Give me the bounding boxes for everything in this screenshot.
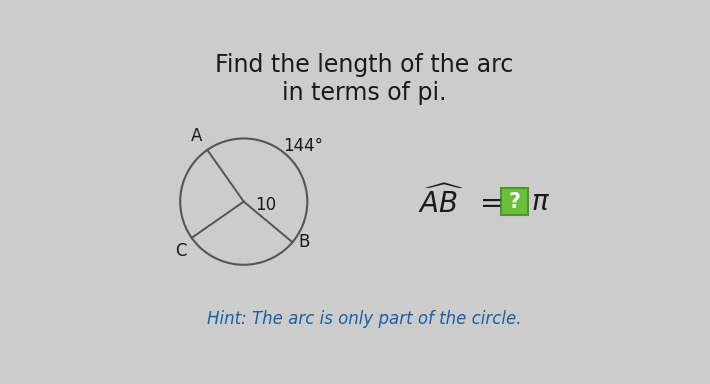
Text: B: B <box>299 233 310 251</box>
Text: $=$: $=$ <box>474 188 502 216</box>
Text: Find the length of the arc: Find the length of the arc <box>214 53 513 77</box>
Text: 144°: 144° <box>283 137 323 155</box>
Text: Hint: The arc is only part of the circle.: Hint: The arc is only part of the circle… <box>207 310 521 328</box>
Text: 10: 10 <box>256 197 276 215</box>
Text: ?: ? <box>508 192 520 212</box>
Text: C: C <box>175 242 187 260</box>
Text: $\widehat{AB}$: $\widehat{AB}$ <box>418 185 464 218</box>
Text: A: A <box>191 127 202 145</box>
Text: $\pi$: $\pi$ <box>531 188 550 216</box>
Text: in terms of pi.: in terms of pi. <box>282 81 446 106</box>
FancyBboxPatch shape <box>501 188 528 215</box>
